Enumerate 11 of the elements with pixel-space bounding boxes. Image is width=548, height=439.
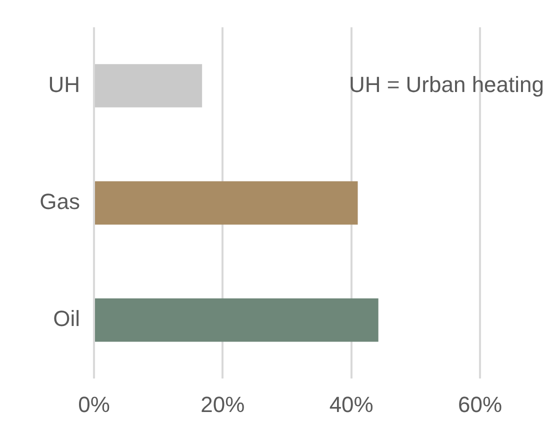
y-tick-label: Oil (53, 306, 80, 332)
x-tick-label: 0% (78, 392, 110, 417)
y-tick-label: UH (48, 72, 80, 97)
y-tick-label: Gas (40, 188, 80, 214)
bar (95, 298, 378, 342)
annotation: UH = Urban heating (348, 72, 544, 97)
bar (95, 64, 202, 108)
x-tick-label: 40% (329, 392, 374, 417)
x-tick-label: 20% (200, 392, 245, 417)
x-tick-label: 60% (458, 392, 502, 417)
bar (95, 181, 358, 225)
